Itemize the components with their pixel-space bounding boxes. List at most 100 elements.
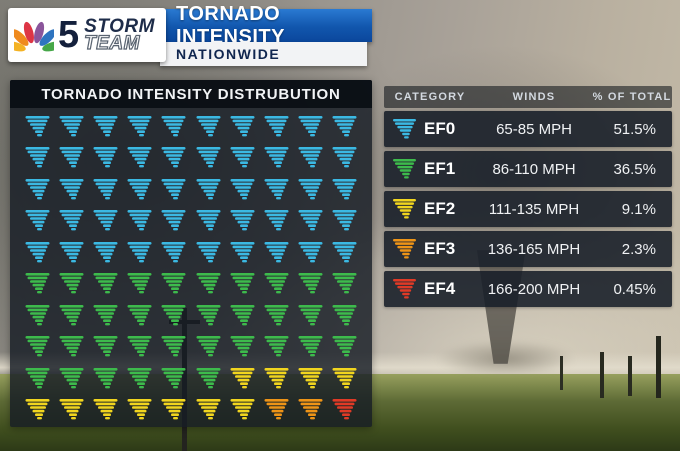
tornado-icon-green	[88, 332, 122, 364]
tornado-icon-green	[157, 269, 191, 301]
orange-tornado-icon	[384, 238, 424, 261]
table-body: EF0 65-85 MPH 51.5% EF1 86-110 MPH 36.5% EF2 11…	[384, 111, 672, 307]
green-tornado-icon	[384, 158, 424, 181]
tornado-icon-green	[259, 269, 293, 301]
tornado-icon-cyan	[294, 143, 328, 175]
tornado-icon-green	[157, 363, 191, 395]
tornado-icon-green	[54, 300, 88, 332]
red-tornado-icon	[384, 278, 424, 301]
tornado-icon-green	[191, 363, 225, 395]
tornado-icon-cyan	[328, 206, 362, 238]
winds-cell: 65-85 MPH	[496, 120, 572, 138]
column-header-winds: WINDS	[512, 91, 556, 103]
tornado-icon-green	[20, 269, 54, 301]
tornado-icon-yellow	[157, 395, 191, 427]
tornado-icon-cyan	[123, 111, 157, 143]
tornado-icon-green	[88, 269, 122, 301]
tornado-icon-cyan	[20, 143, 54, 175]
tornado-icon-cyan	[123, 237, 157, 269]
tornado-icon-cyan	[157, 206, 191, 238]
tornado-icon-yellow	[123, 395, 157, 427]
tornado-icon-green	[225, 300, 259, 332]
tornado-icon-cyan	[294, 174, 328, 206]
table-row-ef2: EF2 111-135 MPH 9.1%	[384, 191, 672, 227]
tornado-icon-cyan	[328, 111, 362, 143]
tornado-icon-green	[191, 300, 225, 332]
category-cell: EF0	[424, 119, 456, 138]
tornado-icon-cyan	[88, 111, 122, 143]
page-subtitle: NATIONWIDE	[176, 46, 281, 62]
tornado-icon-cyan	[20, 174, 54, 206]
tornado-icon-green	[259, 300, 293, 332]
tornado-icon-orange	[294, 395, 328, 427]
tornado-icon-green	[20, 300, 54, 332]
tornado-icon-green	[259, 332, 293, 364]
tornado-icon-yellow	[191, 395, 225, 427]
tornado-icon-cyan	[157, 237, 191, 269]
nbc-peacock-icon	[14, 21, 54, 52]
tornado-icon-cyan	[54, 237, 88, 269]
tornado-icon-cyan	[191, 237, 225, 269]
tornado-icon-cyan	[294, 237, 328, 269]
tornado-icon-green	[123, 300, 157, 332]
tornado-icon-yellow	[328, 363, 362, 395]
tornado-icon-cyan	[20, 237, 54, 269]
table-header-row: CATEGORY WINDS % OF TOTAL	[384, 86, 672, 108]
tornado-icon-cyan	[88, 174, 122, 206]
table-row-ef4: EF4 166-200 MPH 0.45%	[384, 271, 672, 307]
category-cell: EF3	[424, 239, 456, 258]
winds-cell: 111-135 MPH	[488, 200, 580, 218]
tornado-icon-cyan	[294, 111, 328, 143]
tornado-icon-yellow	[294, 363, 328, 395]
title-banner: TORNADO INTENSITY	[160, 3, 372, 48]
column-header-percent: % OF TOTAL	[592, 91, 672, 103]
tornado-icon-yellow	[225, 395, 259, 427]
tornado-icon-green	[328, 332, 362, 364]
fence-post	[600, 352, 604, 398]
tornado-icon-yellow	[88, 395, 122, 427]
winds-cell: 86-110 MPH	[492, 160, 576, 178]
tornado-icon-green	[328, 300, 362, 332]
tornado-icon-cyan	[328, 237, 362, 269]
tornado-icon-cyan	[54, 111, 88, 143]
tornado-icon-cyan	[259, 143, 293, 175]
tornado-icon-cyan	[191, 143, 225, 175]
tornado-pictogram-grid	[10, 108, 372, 428]
tornado-icon-green	[225, 269, 259, 301]
percent-cell: 36.5%	[613, 160, 656, 178]
tornado-icon-cyan	[54, 174, 88, 206]
fence-post	[656, 336, 661, 398]
tornado-icon-cyan	[259, 237, 293, 269]
tornado-icon-green	[225, 332, 259, 364]
tornado-icon-cyan	[259, 174, 293, 206]
tornado-icon-red	[328, 395, 362, 427]
tornado-icon-cyan	[123, 174, 157, 206]
tornado-icon-cyan	[259, 206, 293, 238]
tornado-icon-cyan	[157, 111, 191, 143]
fence-post	[560, 356, 563, 390]
tornado-icon-green	[123, 269, 157, 301]
storm-team-wordmark: STORM TEAM	[84, 15, 155, 54]
column-header-category: CATEGORY	[394, 91, 466, 103]
tornado-icon-cyan	[328, 174, 362, 206]
tornado-icon-cyan	[157, 143, 191, 175]
tornado-icon-cyan	[123, 206, 157, 238]
tornado-icon-cyan	[225, 206, 259, 238]
tornado-icon-cyan	[157, 174, 191, 206]
tornado-icon-green	[54, 332, 88, 364]
tornado-icon-cyan	[54, 143, 88, 175]
tornado-icon-green	[157, 332, 191, 364]
team-word: TEAM	[84, 33, 141, 54]
tornado-icon-cyan	[20, 111, 54, 143]
winds-cell: 136-165 MPH	[487, 240, 581, 258]
tornado-icon-green	[328, 269, 362, 301]
tornado-icon-green	[157, 300, 191, 332]
tornado-icon-green	[54, 269, 88, 301]
subtitle-banner: NATIONWIDE	[160, 42, 367, 66]
tornado-icon-orange	[259, 395, 293, 427]
storm-word: STORM	[84, 15, 155, 37]
intensity-table: CATEGORY WINDS % OF TOTAL EF0 65-85 MPH 51…	[384, 86, 672, 311]
tornado-icon-green	[88, 363, 122, 395]
table-row-ef3: EF3 136-165 MPH 2.3%	[384, 231, 672, 267]
tornado-icon-cyan	[259, 111, 293, 143]
